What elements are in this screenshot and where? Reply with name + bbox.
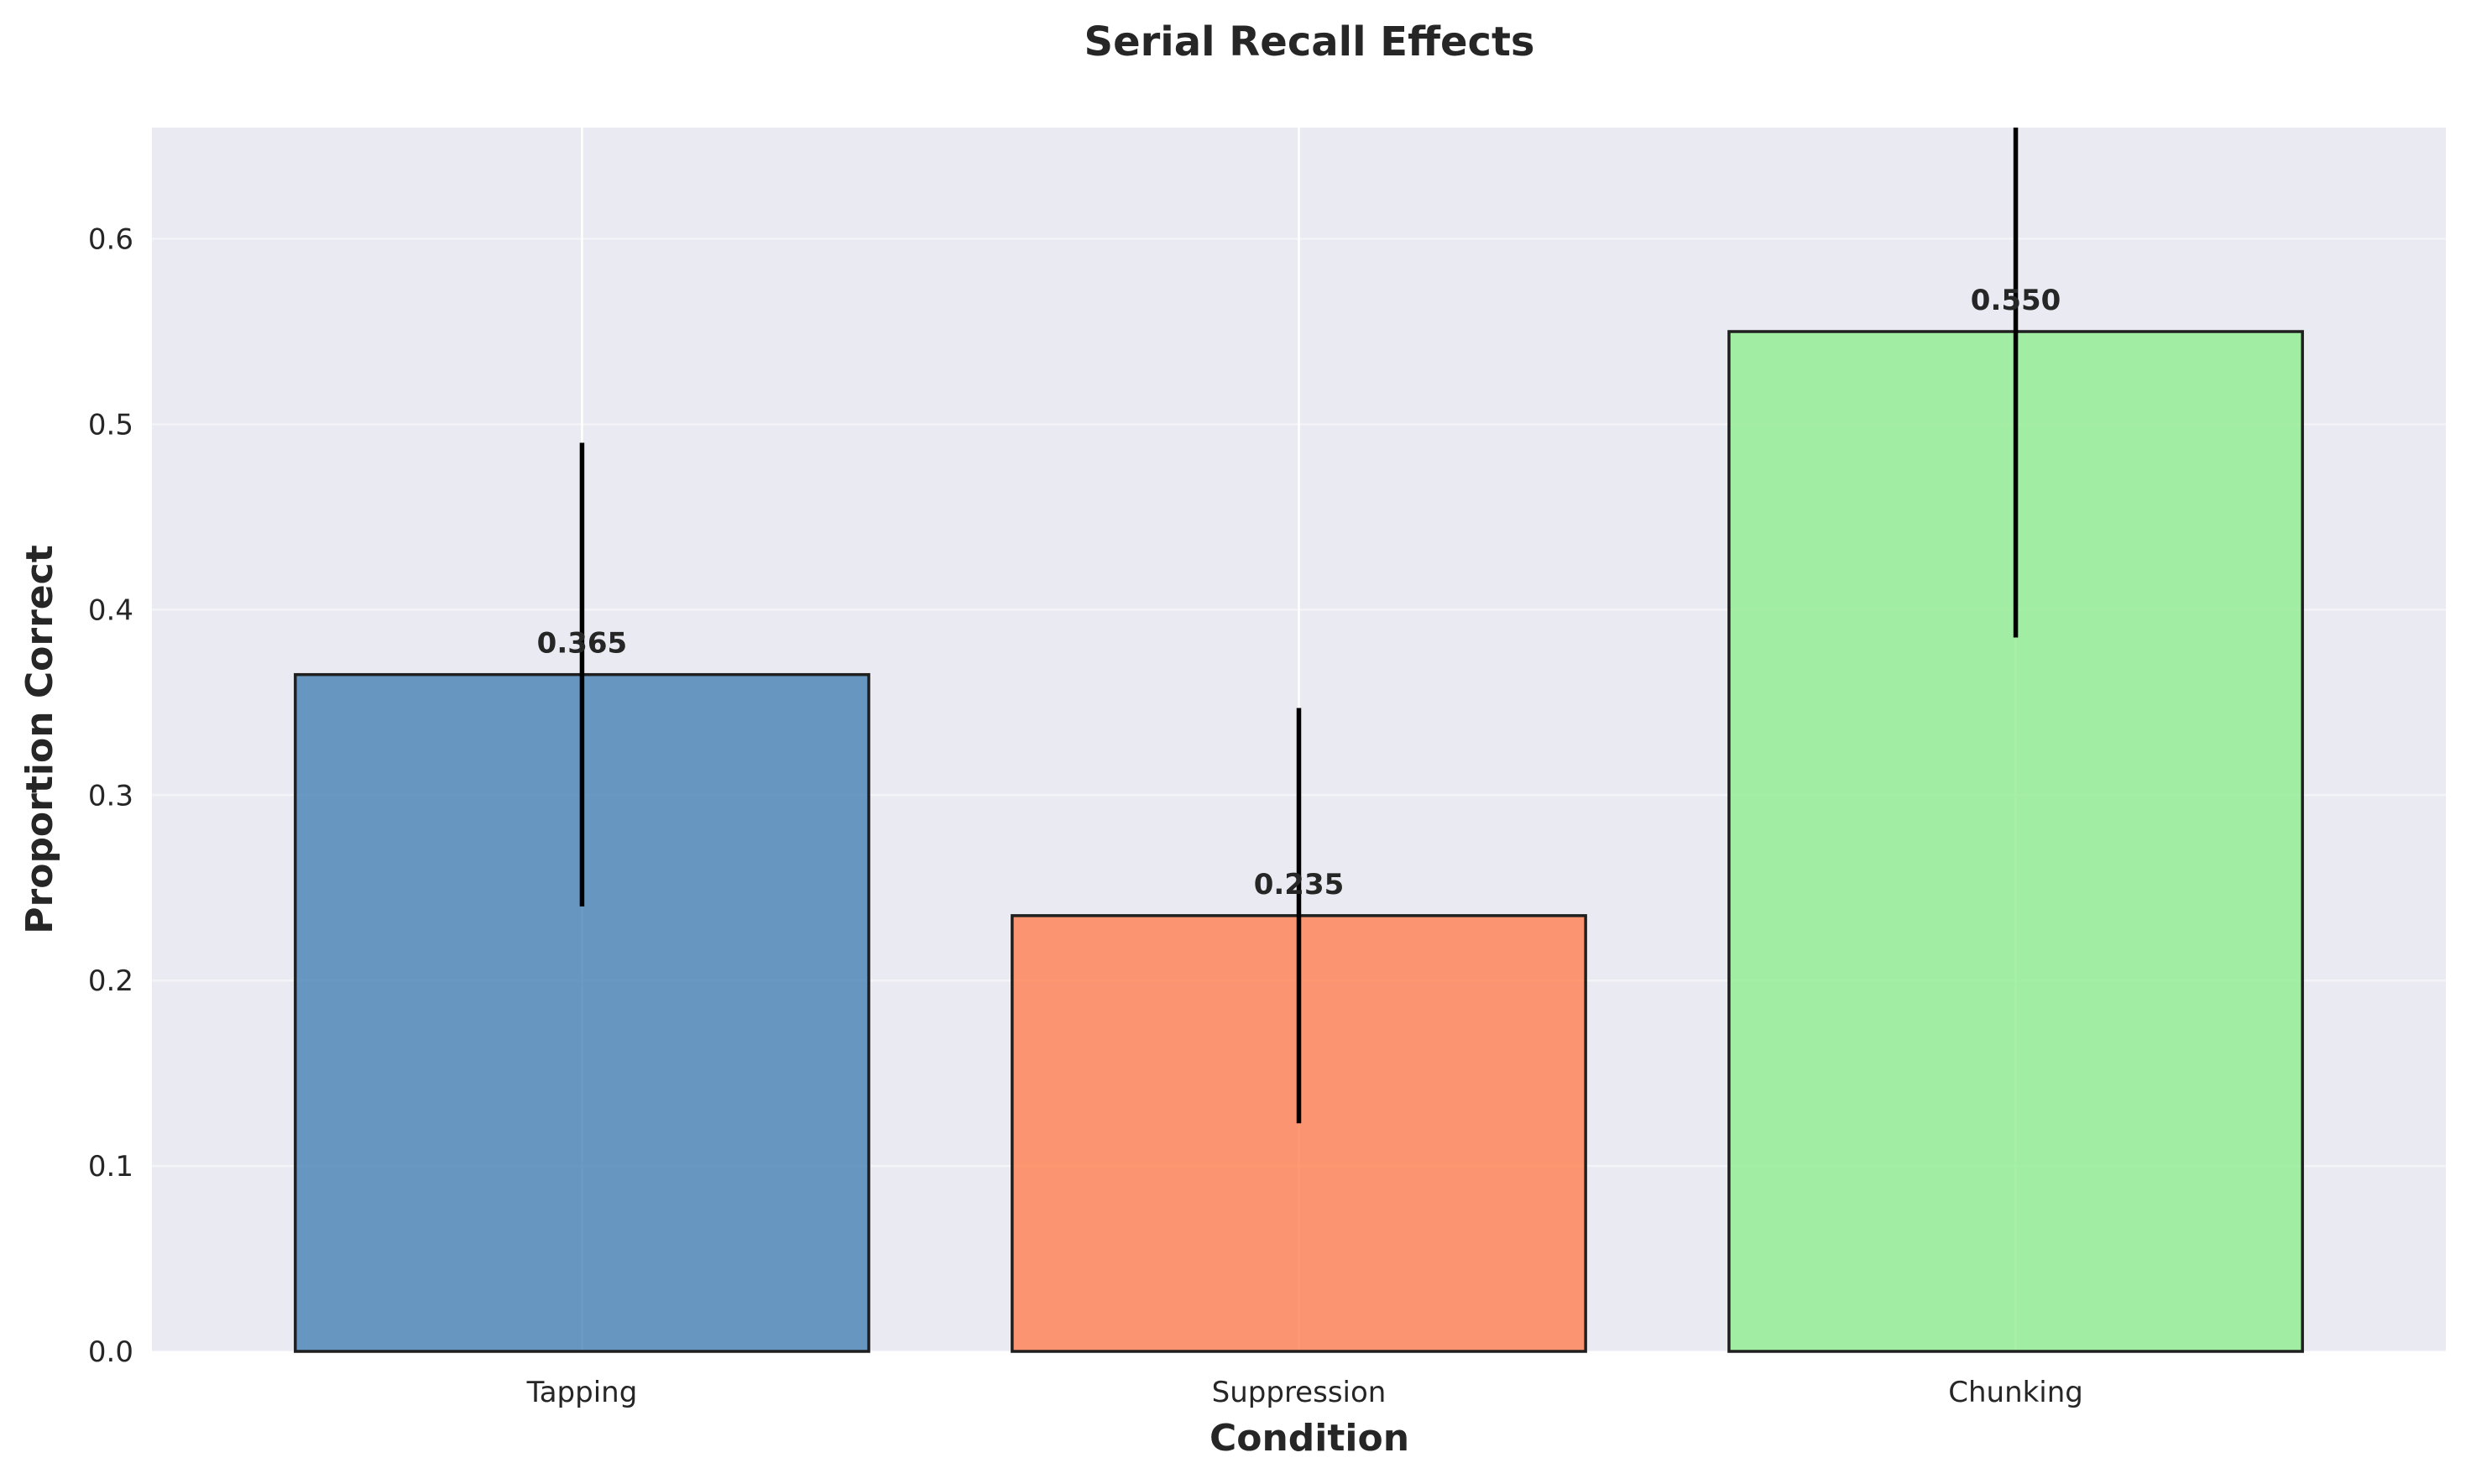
value-label-tapping: 0.365 (537, 627, 628, 661)
y-tick-label: 0.0 (88, 1335, 133, 1369)
error-bars (579, 128, 2019, 1124)
y-tick-label: 0.3 (88, 779, 133, 813)
chart-title: Serial Recall Effects (1084, 18, 1535, 65)
x-tick-label-tapping: Tapping (526, 1376, 638, 1409)
x-tick-label-suppression: Suppression (1212, 1376, 1387, 1409)
x-tick-label-chunking: Chunking (1948, 1376, 2083, 1409)
y-tick-labels: 0.0 0.1 0.2 0.3 0.4 0.5 0.6 (88, 223, 133, 1369)
value-label-chunking: 0.550 (1971, 284, 2061, 317)
x-tick-labels: Tapping Suppression Chunking (526, 1376, 2083, 1409)
y-tick-label: 0.2 (88, 964, 133, 998)
x-axis-label: Condition (1209, 1417, 1409, 1460)
y-tick-label: 0.6 (88, 223, 133, 257)
value-labels: 0.365 0.235 0.550 (537, 284, 2061, 901)
value-label-suppression: 0.235 (1254, 868, 1345, 901)
y-tick-label: 0.4 (88, 593, 133, 627)
y-tick-label: 0.1 (88, 1150, 133, 1184)
y-tick-label: 0.5 (88, 408, 133, 442)
y-axis-label: Proportion Correct (18, 545, 61, 933)
